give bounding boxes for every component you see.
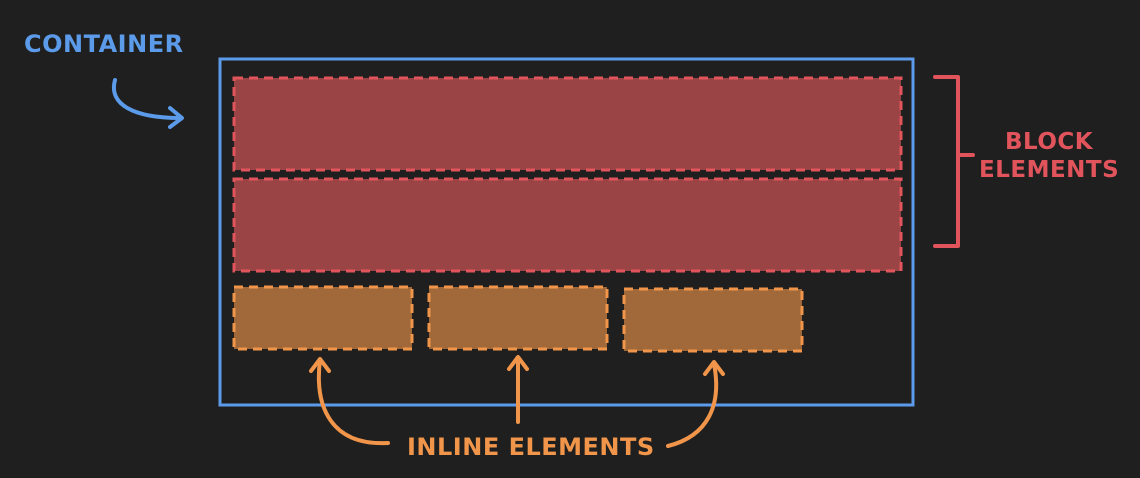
container-arrow	[111, 78, 184, 129]
block-bracket	[933, 75, 975, 248]
block-label-line1: BLOCK	[1005, 129, 1094, 155]
inline-element-3	[622, 287, 804, 353]
inline-label: INLINE ELEMENTS	[407, 433, 655, 461]
inline-element-2	[427, 285, 609, 351]
inline-arrow-right	[666, 362, 719, 448]
container-label: CONTAINER	[24, 30, 184, 58]
inline-element-1	[232, 285, 414, 351]
inline-arrows	[309, 355, 725, 448]
container-box	[218, 57, 915, 407]
block-label-line2: ELEMENTS	[979, 157, 1119, 183]
block-element-2	[232, 177, 903, 273]
inline-arrow-left	[316, 358, 390, 446]
block-element-1	[232, 76, 903, 172]
